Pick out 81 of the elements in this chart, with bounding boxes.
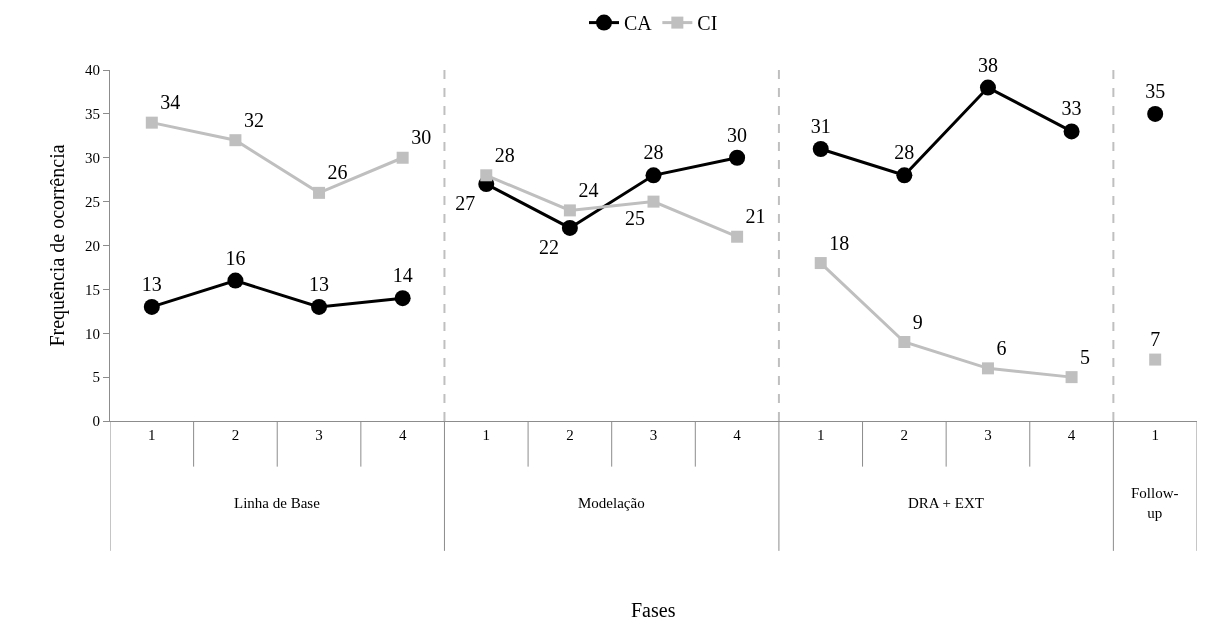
x-tick-label: 4 (1067, 427, 1076, 443)
data-label: 28 (643, 141, 664, 164)
data-label: 5 (1080, 345, 1091, 368)
point (480, 169, 493, 182)
data-label: 33 (1061, 97, 1082, 120)
y-tick-label: 20 (85, 237, 100, 254)
data-label: 16 (225, 246, 246, 269)
data-label: 38 (977, 53, 998, 76)
data-label: 22 (538, 235, 559, 258)
point (145, 116, 158, 129)
text: Linha de Base (234, 495, 321, 511)
data-label: 31 (810, 114, 831, 137)
data-label: 28 (894, 141, 915, 164)
point (812, 140, 829, 157)
data-label: 9 (912, 310, 923, 333)
point (229, 134, 242, 147)
data-label: 21 (745, 205, 766, 228)
y-tick-label: 25 (85, 193, 100, 210)
point (1149, 353, 1162, 366)
point (647, 195, 660, 208)
data-label: 26 (327, 161, 348, 184)
data-label: 6 (996, 336, 1007, 359)
x-tick-label: 3 (649, 427, 658, 443)
y-axis-title: Frequência de ocorrência (45, 144, 69, 347)
point (1147, 105, 1164, 122)
text: Modelação (578, 495, 645, 511)
x-tick-label: 3 (984, 427, 992, 443)
data-label: 35 (1145, 79, 1166, 102)
data-label: 34 (160, 91, 181, 114)
y-tick-label: 30 (85, 150, 100, 166)
point (729, 149, 746, 166)
point (814, 257, 827, 270)
x-tick-label: 3 (315, 427, 323, 443)
data-label: 14 (392, 264, 413, 287)
text: DRA + EXT (908, 495, 984, 511)
point (979, 79, 996, 96)
data-label: 24 (578, 178, 599, 201)
x-tick-label: 1 (482, 427, 491, 443)
y-tick-label: 5 (92, 369, 100, 386)
data-label: 25 (625, 207, 645, 230)
point (227, 272, 244, 289)
x-tick-label: 2 (900, 427, 909, 443)
point (561, 219, 578, 236)
point (311, 298, 328, 315)
point (563, 204, 576, 217)
data-label: 18 (829, 231, 850, 254)
x-tick-label: 2 (231, 427, 240, 443)
data-label: 30 (411, 126, 432, 149)
data-label: 32 (243, 108, 264, 131)
data-label: 28 (494, 143, 515, 166)
y-tick-label: 40 (85, 62, 100, 79)
x-tick-label: 1 (816, 427, 825, 443)
x-tick-label: 1 (1151, 427, 1159, 443)
legend-label: CI (697, 12, 718, 35)
point (731, 230, 744, 243)
point (898, 336, 911, 349)
y-tick-label: 35 (85, 106, 100, 123)
y-tick-label: 15 (85, 281, 100, 298)
x-tick-label: 2 (566, 427, 574, 443)
point (1063, 123, 1080, 140)
point (1065, 371, 1078, 384)
x-tick-label: 4 (398, 427, 407, 443)
data-label: 30 (727, 123, 748, 146)
point (896, 167, 913, 184)
text: Follow-up (1131, 485, 1179, 521)
point (394, 290, 411, 307)
data-label: 7 (1150, 328, 1161, 351)
data-label: 13 (141, 272, 162, 295)
x-tick-label: 1 (148, 427, 156, 443)
point (645, 167, 662, 184)
y-tick-label: 10 (85, 325, 100, 342)
legend-label: CA (624, 12, 653, 35)
text: Fases (631, 599, 676, 621)
data-label: 27 (455, 192, 476, 215)
y-tick-label: 0 (92, 413, 100, 430)
point (396, 151, 409, 164)
point (143, 298, 160, 315)
point (981, 362, 994, 375)
point (313, 186, 326, 199)
data-label: 13 (309, 272, 330, 295)
x-tick-label: 4 (733, 427, 742, 443)
